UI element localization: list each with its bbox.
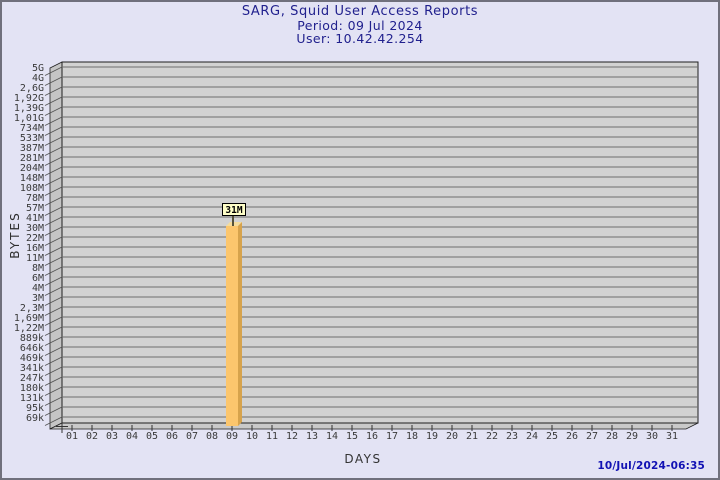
x-tick-label: 02 (86, 431, 98, 442)
x-tick-label: 16 (366, 431, 378, 442)
y-tick-label: 57M (26, 203, 44, 214)
x-tick-label: 07 (186, 431, 198, 442)
x-tick-label: 13 (306, 431, 318, 442)
x-tick-label: 06 (166, 431, 178, 442)
y-tick-label: 131k (20, 393, 44, 404)
y-tick-label: 1,92G (14, 93, 44, 104)
x-tick-label: 23 (506, 431, 518, 442)
y-tick-label: 22M (26, 233, 44, 244)
y-tick-label: 646k (20, 343, 44, 354)
x-tick-label: 12 (286, 431, 298, 442)
y-tick-label: 11M (26, 253, 44, 264)
y-tick-labels: 5G4G2,6G1,92G1,39G1,01G734M533M387M281M2… (14, 63, 44, 424)
x-tick-label: 31 (666, 431, 678, 442)
y-tick-label: 2,6G (20, 83, 44, 94)
x-tick-label: 25 (546, 431, 558, 442)
x-tick-label: 24 (526, 431, 538, 442)
y-tick-label: 387M (20, 143, 44, 154)
y-tick-label: 180k (20, 383, 44, 394)
x-tick-label: 29 (626, 431, 638, 442)
y-tick-label: 2,3M (20, 303, 44, 314)
x-tick-label: 20 (446, 431, 458, 442)
plot-3d-frame (49, 61, 699, 430)
x-tick-label: 04 (126, 431, 138, 442)
x-tick-label: 10 (246, 431, 258, 442)
x-tick-label: 22 (486, 431, 498, 442)
chart-title: SARG, Squid User Access Reports (241, 4, 479, 19)
y-tick-label: 247k (20, 373, 44, 384)
x-tick-label: 19 (426, 431, 438, 442)
y-tick-label: 734M (20, 123, 44, 134)
x-tick-label: 14 (326, 431, 338, 442)
y-tick-label: 4M (32, 283, 44, 294)
y-tick-label: 1,39G (14, 103, 44, 114)
y-tick-label: 4G (32, 73, 44, 84)
chart-period: Period: 09 Jul 2024 (297, 17, 423, 33)
y-tick-label: 148M (20, 173, 44, 184)
x-tick-label: 15 (346, 431, 358, 442)
y-tick-label: 1,22M (14, 323, 44, 334)
report-timestamp: 10/Jul/2024-06:35 (597, 460, 705, 472)
y-tick-label: 16M (26, 243, 44, 254)
y-tick-label: 204M (20, 163, 44, 174)
y-tick-label: 30M (26, 223, 44, 234)
data-bar (226, 222, 242, 426)
y-tick-label: 3M (32, 293, 44, 304)
x-axis-title: DAYS (344, 452, 382, 466)
y-tick-label: 533M (20, 133, 44, 144)
y-tick-label: 5G (32, 63, 44, 74)
y-tick-label: 889k (20, 333, 44, 344)
chart-header: SARG, Squid User Access Reports Period: … (2, 5, 718, 46)
y-tick-label: 41M (26, 213, 44, 224)
y-tick-label: 108M (20, 183, 44, 194)
gridlines (44, 66, 698, 426)
y-tick-label: 8M (32, 263, 44, 274)
chart-user: User: 10.42.42.254 (296, 31, 424, 46)
x-tick-label: 05 (146, 431, 158, 442)
x-tick-label: 26 (566, 431, 578, 442)
y-tick-label: 341k (20, 363, 44, 374)
bar-value-callout: 31M (222, 203, 246, 226)
y-tick-label: 469k (20, 353, 44, 364)
x-tick-label: 28 (606, 431, 618, 442)
x-tick-label: 17 (386, 431, 398, 442)
x-tick-label: 30 (646, 431, 658, 442)
x-tick-label: 09 (226, 431, 238, 442)
bar-value-label: 31M (225, 205, 242, 216)
y-tick-label: 69k (26, 413, 44, 424)
y-tick-label: 281M (20, 153, 44, 164)
y-tick-label: 1,01G (14, 113, 44, 124)
x-tick-label: 01 (66, 431, 78, 442)
x-tick-label: 08 (206, 431, 218, 442)
x-tick-labels: 01 02 03 04 05 06 07 08 09 10 11 12 13 14 15 16 17 18 19 20… (66, 425, 678, 442)
y-tick-label: 95k (26, 403, 44, 414)
x-tick-label: 03 (106, 431, 118, 442)
x-tick-label: 11 (266, 431, 278, 442)
origin-axis-cross (56, 423, 68, 433)
y-tick-label: 78M (26, 193, 44, 204)
y-tick-label: 1,69M (14, 313, 44, 324)
x-tick-label: 18 (406, 431, 418, 442)
x-tick-label: 21 (466, 431, 478, 442)
x-tick-label: 27 (586, 431, 598, 442)
y-tick-label: 6M (32, 273, 44, 284)
